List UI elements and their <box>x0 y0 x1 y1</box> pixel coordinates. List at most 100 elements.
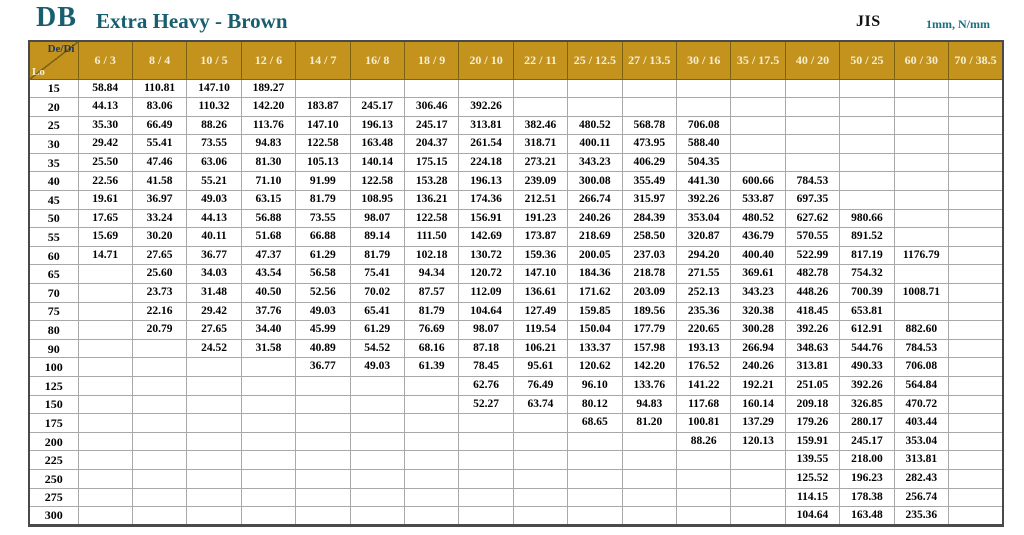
cell: 125.52 <box>784 468 841 489</box>
table-row: 20 44.13 83.06 110.32 142.20 183.87 245.17 306.… <box>28 97 1004 117</box>
cell <box>893 301 950 322</box>
cell: 105.13 <box>295 152 351 173</box>
cell: 34.40 <box>240 320 297 340</box>
cell <box>403 431 460 452</box>
cell <box>77 283 133 303</box>
cell: 612.91 <box>839 320 895 340</box>
cell: 271.55 <box>675 264 732 285</box>
cell <box>730 487 786 508</box>
cell <box>948 320 1004 340</box>
cell: 62.76 <box>458 376 514 396</box>
column-header: 30 / 16 <box>675 40 732 80</box>
units-label: 1mm, N/mm <box>926 17 990 31</box>
cell <box>512 450 569 470</box>
cell <box>621 468 677 489</box>
cell: 141.22 <box>675 376 732 396</box>
corner-cell: De/Di Lo <box>28 40 79 80</box>
cell <box>621 487 677 508</box>
table-row: 35 25.50 47.46 63.06 81.30 105.13 140.14 175.15… <box>28 152 1004 173</box>
cell <box>621 97 677 117</box>
cell: 218.00 <box>839 450 895 470</box>
page-title: Extra Heavy - Brown <box>96 9 288 33</box>
row-label: 125 <box>28 376 79 396</box>
cell <box>403 413 460 433</box>
cell <box>567 468 623 489</box>
column-header: 14 / 7 <box>295 40 351 80</box>
cell <box>893 115 950 136</box>
cell: 294.20 <box>675 245 732 266</box>
cell <box>948 227 1004 247</box>
cell: 31.48 <box>186 283 242 303</box>
cell: 20.79 <box>131 320 188 340</box>
cell <box>403 487 460 508</box>
cell: 88.26 <box>675 431 732 452</box>
cell <box>948 97 1004 117</box>
cell <box>349 376 405 396</box>
cell <box>675 78 732 99</box>
cell: 235.36 <box>893 506 950 526</box>
cell <box>730 450 786 470</box>
cell <box>186 487 242 508</box>
cell: 173.87 <box>512 227 569 247</box>
cell: 54.52 <box>349 338 405 359</box>
cell: 313.81 <box>893 450 950 470</box>
cell: 37.76 <box>240 301 297 322</box>
cell: 252.13 <box>675 283 732 303</box>
cell: 392.26 <box>784 320 841 340</box>
cell: 112.09 <box>458 283 514 303</box>
cell: 120.62 <box>567 357 623 377</box>
cell: 142.69 <box>458 227 514 247</box>
cell: 239.09 <box>512 171 569 192</box>
cell: 448.26 <box>784 283 841 303</box>
row-label: 55 <box>28 227 79 247</box>
cell: 258.50 <box>621 227 677 247</box>
cell: 95.61 <box>512 357 569 377</box>
cell <box>240 506 297 526</box>
standard-label: JIS <box>856 13 881 30</box>
cell <box>839 115 895 136</box>
cell <box>675 450 732 470</box>
cell <box>784 134 841 154</box>
cell: 369.61 <box>730 264 786 285</box>
cell: 163.48 <box>839 506 895 526</box>
cell <box>131 487 188 508</box>
cell <box>458 468 514 489</box>
cell: 61.39 <box>403 357 460 377</box>
cell: 73.55 <box>186 134 242 154</box>
cell: 320.38 <box>730 301 786 322</box>
cell: 45.99 <box>295 320 351 340</box>
cell: 40.89 <box>295 338 351 359</box>
cell: 44.13 <box>77 97 133 117</box>
cell: 29.42 <box>186 301 242 322</box>
cell <box>948 413 1004 433</box>
cell <box>295 468 351 489</box>
cell: 320.87 <box>675 227 732 247</box>
cell: 313.81 <box>458 115 514 136</box>
row-label: 80 <box>28 320 79 340</box>
cell: 306.46 <box>403 97 460 117</box>
cell: 392.26 <box>675 190 732 210</box>
table-row: 125 62.76 76.49 96.10 133.76 141.22 192.21 251.… <box>28 376 1004 396</box>
row-label: 275 <box>28 487 79 508</box>
cell <box>403 376 460 396</box>
cell <box>675 97 732 117</box>
cell <box>567 97 623 117</box>
table-row: 65 25.60 34.03 43.54 56.58 75.41 94.34 120.72 14… <box>28 264 1004 285</box>
cell: 41.58 <box>131 171 188 192</box>
table-row: 80 20.79 27.65 34.40 45.99 61.29 76.69 98.07 119… <box>28 320 1004 340</box>
cell <box>77 320 133 340</box>
cell: 218.69 <box>567 227 623 247</box>
cell: 52.27 <box>458 394 514 415</box>
cell: 142.20 <box>621 357 677 377</box>
cell: 171.62 <box>567 283 623 303</box>
cell <box>458 487 514 508</box>
row-label: 150 <box>28 394 79 415</box>
cell: 110.81 <box>131 78 188 99</box>
cell <box>512 78 569 99</box>
cell: 23.73 <box>131 283 188 303</box>
row-label: 60 <box>28 245 79 266</box>
cell <box>893 264 950 285</box>
cell <box>948 245 1004 266</box>
cell <box>784 78 841 99</box>
